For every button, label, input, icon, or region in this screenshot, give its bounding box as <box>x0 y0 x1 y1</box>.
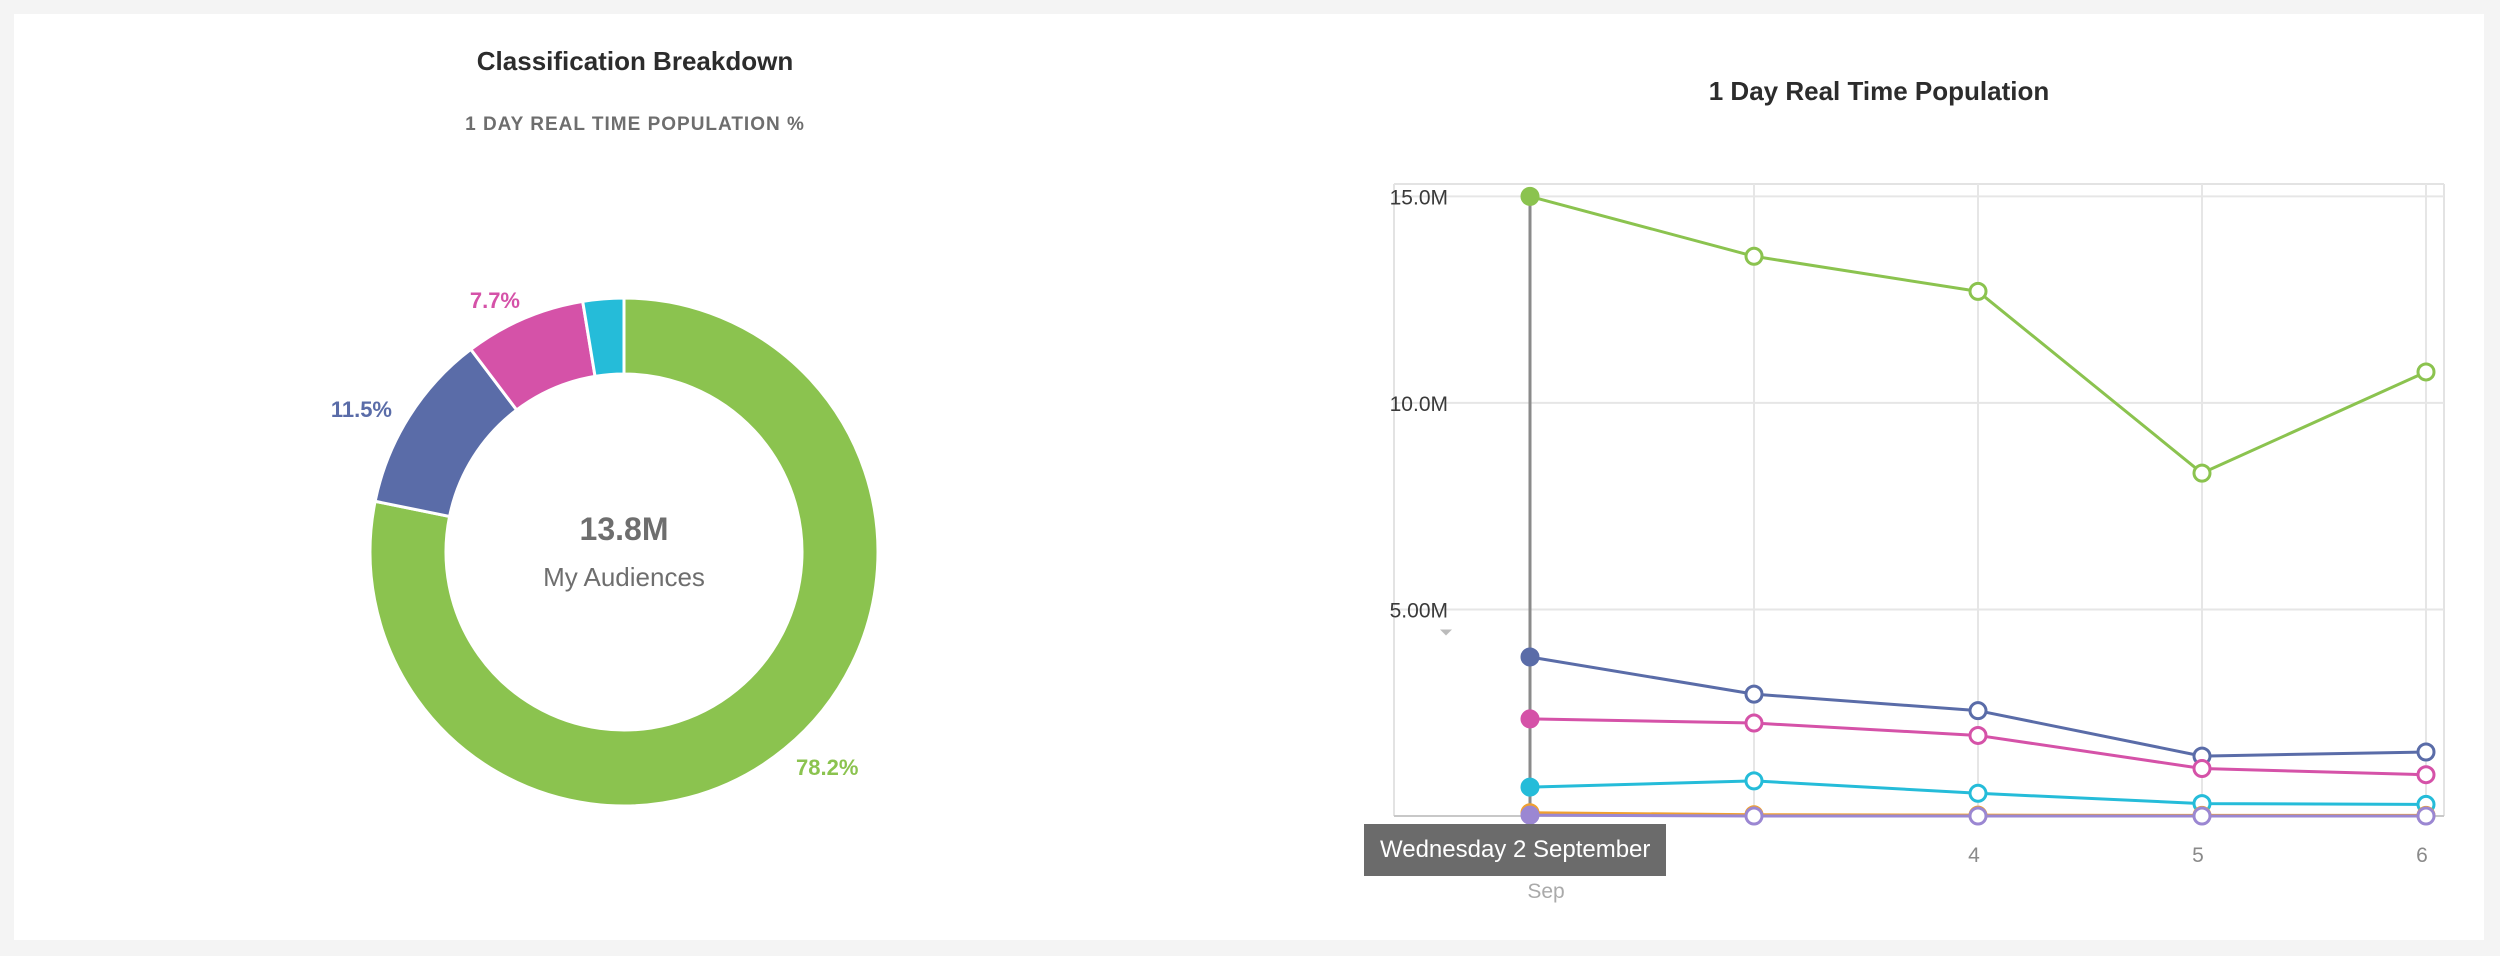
data-point <box>1744 771 1764 791</box>
y-tick-label: 15.0M <box>1390 186 1448 209</box>
data-point <box>1968 701 1988 721</box>
data-point <box>1968 806 1988 826</box>
data-point <box>1520 647 1540 667</box>
data-point <box>2416 742 2436 762</box>
donut-center-value: 13.8M <box>580 511 669 547</box>
data-point <box>1968 725 1988 745</box>
data-point <box>1968 281 1988 301</box>
data-point <box>2416 806 2436 826</box>
data-point <box>1520 805 1540 825</box>
donut-slice <box>580 296 626 379</box>
data-point <box>2416 765 2436 785</box>
line-chart-tooltip: Wednesday 2 September <box>1364 824 1667 876</box>
donut-slice <box>368 296 880 808</box>
x-tick-label: 5 <box>2192 844 2204 867</box>
donut-slice-label: 11.5% <box>331 397 392 422</box>
data-point <box>2192 463 2212 483</box>
y-tick-label: 5.00M <box>1390 599 1448 622</box>
data-point <box>1968 783 1988 803</box>
y-tick-label: 10.0M <box>1390 393 1448 416</box>
data-point <box>1744 246 1764 266</box>
data-point <box>2192 758 2212 778</box>
data-point <box>2192 806 2212 826</box>
donut-chart-title: Classification Breakdown <box>476 46 794 76</box>
chevron-down-icon <box>1440 629 1452 636</box>
donut-slice-label: 7.7% <box>470 288 520 313</box>
line-chart: 5.00M 10.0M 15.0M 4 5 6 Sep <box>1390 183 2445 903</box>
data-point <box>1520 709 1540 729</box>
donut-chart-subtitle: 1 DAY REAL TIME POPULATION % <box>465 114 805 135</box>
x-tick-label: 6 <box>2416 844 2428 867</box>
data-point <box>1520 186 1540 206</box>
donut-slice-label: 78.2% <box>796 755 858 780</box>
data-point <box>1744 806 1764 826</box>
x-tick-label: 4 <box>1968 844 1980 867</box>
donut-center-label: My Audiences <box>543 562 705 592</box>
donut-chart: 78.2% 11.5% 7.7% 13.8M My Audiences <box>331 288 880 808</box>
line-chart-title: 1 Day Real Time Population <box>1708 76 2050 106</box>
data-point <box>1744 713 1764 733</box>
data-point <box>1520 777 1540 797</box>
data-point <box>2416 362 2436 382</box>
data-point <box>1744 684 1764 704</box>
x-sublabel: Sep <box>1527 880 1564 903</box>
